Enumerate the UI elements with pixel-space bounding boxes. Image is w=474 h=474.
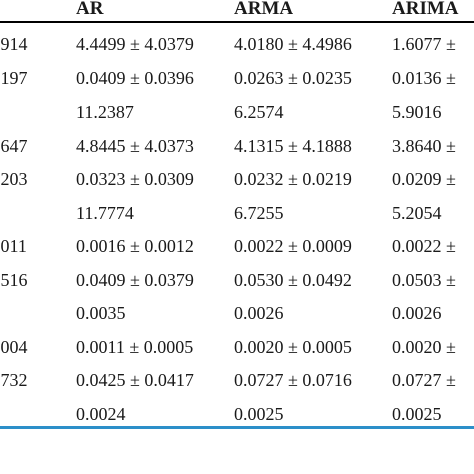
table-cell-model-base: 0.0516: [0, 270, 28, 290]
table-cell-model-base: 0.0004: [0, 337, 28, 357]
table-cell-arima: 0.0022 ±: [392, 236, 456, 256]
table-cell-arma: 0.0530 ± 0.0492: [234, 270, 352, 290]
table-cell-arma: 0.0020 ± 0.0005: [234, 337, 352, 357]
table-cell-model-base: 3.0647: [0, 136, 28, 156]
table-cell-arima: 0.0727 ±: [392, 370, 456, 390]
footer-rule: [0, 426, 474, 429]
table-cell-ar: 4.4499 ± 4.0379: [76, 34, 194, 54]
table-cell-ar: 0.0024: [76, 404, 126, 424]
table-cell-arma: 6.7255: [234, 203, 284, 223]
header-ar: AR: [76, 0, 104, 19]
table-cell-arma: 0.0026: [234, 303, 284, 323]
table-cell-arma: 0.0263 ± 0.0235: [234, 68, 352, 88]
table-cell-arma: 0.0022 ± 0.0009: [234, 236, 352, 256]
table-cell-arma: 0.0232 ± 0.0219: [234, 169, 352, 189]
table-cell-arima: 0.0020 ±: [392, 337, 456, 357]
table-cell-ar: 0.0409 ± 0.0379: [76, 270, 194, 290]
table-cell-arma: 6.2574: [234, 102, 284, 122]
table-cell-arima: 0.0026: [392, 303, 442, 323]
table-cell-ar: 11.2387: [76, 102, 134, 122]
table-cell-arima: 0.0209 ±: [392, 169, 456, 189]
table-cell-ar: 11.7774: [76, 203, 134, 223]
table-cell-arma: 4.0180 ± 4.4986: [234, 34, 352, 54]
header-arma: ARMA: [234, 0, 294, 19]
table-cell-model-base: 0.0011: [0, 236, 27, 256]
table-cell-ar: 0.0409 ± 0.0396: [76, 68, 194, 88]
table-cell-arima: 5.9016: [392, 102, 442, 122]
table-cell-ar: 0.0425 ± 0.0417: [76, 370, 194, 390]
table-cell-arma: 0.0727 ± 0.0716: [234, 370, 352, 390]
table-cell-arima: 0.0025: [392, 404, 442, 424]
table-cell-arima: 0.0503 ±: [392, 270, 456, 290]
table-cell-arima: 0.0136 ±: [392, 68, 456, 88]
table-cell-arma: 4.1315 ± 4.1888: [234, 136, 352, 156]
table-cell-ar: 4.8445 ± 4.0373: [76, 136, 194, 156]
table-cell-model-base: 3.6914: [0, 34, 28, 54]
table-cell-arima: 1.6077 ±: [392, 34, 456, 54]
table-cell-ar: 0.0035: [76, 303, 126, 323]
table-cell-ar: 0.0016 ± 0.0012: [76, 236, 194, 256]
table-cell-model-base: 0.0203: [0, 169, 28, 189]
table-cell-ar: 0.0323 ± 0.0309: [76, 169, 194, 189]
table-cell-arma: 0.0025: [234, 404, 284, 424]
table-cell-ar: 0.0011 ± 0.0005: [76, 337, 194, 357]
table-cell-model-base: 0.0732: [0, 370, 28, 390]
header-arima: ARIMA: [392, 0, 459, 19]
header-rule: [0, 21, 474, 23]
table-cell-model-base: 0.0197: [0, 68, 28, 88]
table-cell-arima: 5.2054: [392, 203, 442, 223]
table-cell-arima: 3.8640 ±: [392, 136, 456, 156]
